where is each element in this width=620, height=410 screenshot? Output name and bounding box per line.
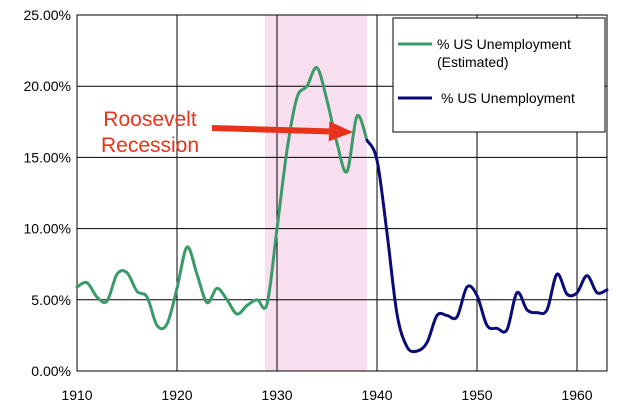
x-tick-label: 1950 [461, 387, 492, 403]
y-tick-label: 15.00% [24, 149, 71, 165]
y-tick-label: 0.00% [31, 363, 71, 379]
x-tick-label: 1960 [561, 387, 592, 403]
legend-label-estimated: % US Unemployment [437, 36, 571, 52]
y-tick-label: 20.00% [24, 78, 71, 94]
x-tick-label: 1910 [61, 387, 92, 403]
annotation-label-line-2: Recession [101, 134, 199, 157]
annotation-arrow-head [328, 121, 353, 142]
series-line-estimated [75, 66, 369, 331]
y-tick-label: 25.00% [24, 7, 71, 23]
legend-label-estimated-sub: (Estimated) [437, 54, 509, 70]
x-tick-label: 1940 [361, 387, 392, 403]
x-tick-label: 1930 [261, 387, 292, 403]
annotation-arrow-shaft [211, 125, 330, 135]
x-tick-label: 1920 [161, 387, 192, 403]
y-tick-label: 10.00% [24, 221, 71, 237]
legend-label-actual: % US Unemployment [441, 90, 575, 106]
y-tick-label: 5.00% [31, 292, 71, 308]
legend: % US Unemployment (Estimated) % US Unemp… [392, 17, 606, 133]
plot-frame [76, 14, 608, 372]
legend-box [392, 17, 606, 133]
annotation-label-line-1: Roosevelt [103, 108, 197, 131]
series-line-actual [365, 138, 609, 354]
